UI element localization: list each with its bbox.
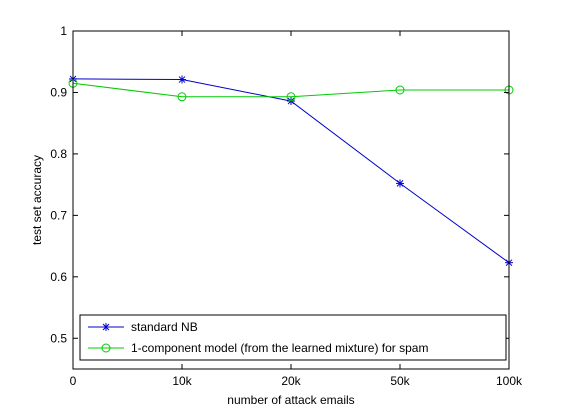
legend-label: standard NB xyxy=(131,320,198,334)
x-tick-label: 0 xyxy=(70,374,77,388)
x-tick-label: 10k xyxy=(172,374,192,388)
legend-label: 1-component model (from the learned mixt… xyxy=(131,341,428,355)
y-axis-label: test set accuracy xyxy=(30,155,44,245)
legend-marker xyxy=(102,323,110,331)
x-ticks: 0 10k 20k 50k 100k xyxy=(70,31,523,388)
x-axis-label: number of attack emails xyxy=(227,393,354,407)
y-tick-label: 1 xyxy=(60,24,67,38)
series-1-point-2 xyxy=(178,75,186,84)
legend-item-1: standard NB xyxy=(88,320,198,334)
series-2-point-2 xyxy=(177,92,187,102)
y-tick-label: 0.6 xyxy=(50,270,67,284)
y-tick-label: 0.9 xyxy=(50,85,67,99)
legend: standard NB 1-component model (from the l… xyxy=(79,314,507,361)
x-tick-label: 20k xyxy=(281,374,301,388)
series-1-line xyxy=(72,78,510,264)
series-2-line xyxy=(72,82,509,98)
x-tick-label: 50k xyxy=(390,374,410,388)
series-layer xyxy=(68,74,514,267)
y-ticks: 0.5 0.6 0.7 0.8 0.9 1 xyxy=(50,24,509,345)
series-2-point-3 xyxy=(286,92,296,102)
y-tick-label: 0.5 xyxy=(50,331,67,345)
legend-items: standard NB 1-component model (from the l… xyxy=(88,320,428,355)
legend-item-2: 1-component model (from the learned mixt… xyxy=(88,341,428,355)
y-tick-label: 0.7 xyxy=(50,208,67,222)
legend-box xyxy=(79,314,507,361)
series-2-point-4 xyxy=(395,85,405,95)
series-1-point-4 xyxy=(396,179,404,188)
x-tick-label: 100k xyxy=(496,374,523,388)
y-tick-label: 0.8 xyxy=(50,147,67,161)
legend-marker xyxy=(101,343,111,353)
series-1 xyxy=(69,74,513,267)
